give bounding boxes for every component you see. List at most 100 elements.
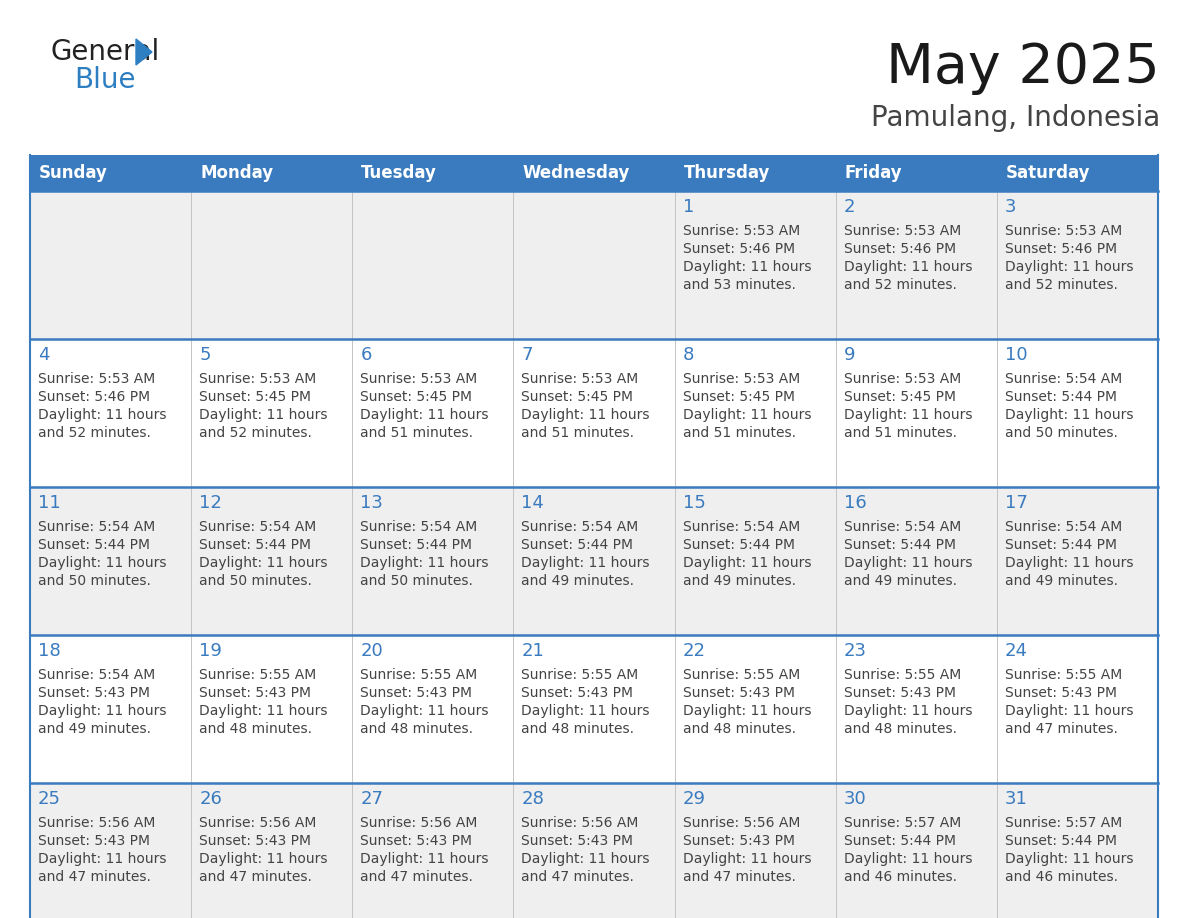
Text: Sunset: 5:43 PM: Sunset: 5:43 PM [360,686,473,700]
Text: Sunrise: 5:54 AM: Sunrise: 5:54 AM [522,520,639,534]
Text: Sunset: 5:44 PM: Sunset: 5:44 PM [38,538,150,552]
Text: Sunset: 5:43 PM: Sunset: 5:43 PM [38,834,150,848]
Text: Wednesday: Wednesday [523,164,630,182]
Text: 9: 9 [843,346,855,364]
Text: Sunrise: 5:57 AM: Sunrise: 5:57 AM [1005,816,1123,830]
Text: Sunset: 5:46 PM: Sunset: 5:46 PM [843,242,956,256]
Text: 4: 4 [38,346,50,364]
Text: Sunrise: 5:53 AM: Sunrise: 5:53 AM [843,372,961,386]
Text: Monday: Monday [200,164,273,182]
Text: Sunset: 5:45 PM: Sunset: 5:45 PM [522,390,633,404]
Text: Sunset: 5:44 PM: Sunset: 5:44 PM [360,538,473,552]
Text: Sunrise: 5:53 AM: Sunrise: 5:53 AM [200,372,316,386]
Text: Sunrise: 5:54 AM: Sunrise: 5:54 AM [1005,520,1123,534]
Text: and 50 minutes.: and 50 minutes. [38,574,151,588]
Text: Daylight: 11 hours: Daylight: 11 hours [1005,704,1133,718]
Text: Sunrise: 5:54 AM: Sunrise: 5:54 AM [683,520,800,534]
Text: Saturday: Saturday [1006,164,1091,182]
Text: Sunrise: 5:54 AM: Sunrise: 5:54 AM [38,668,156,682]
Text: 2: 2 [843,198,855,216]
Text: 26: 26 [200,790,222,808]
Text: 22: 22 [683,642,706,660]
Bar [513,155,675,191]
Text: 19: 19 [200,642,222,660]
Text: Sunset: 5:44 PM: Sunset: 5:44 PM [843,538,955,552]
Text: Sunset: 5:43 PM: Sunset: 5:43 PM [522,834,633,848]
Text: 13: 13 [360,494,384,512]
Text: and 51 minutes.: and 51 minutes. [522,426,634,440]
Text: Daylight: 11 hours: Daylight: 11 hours [360,408,488,422]
Text: 14: 14 [522,494,544,512]
Text: and 48 minutes.: and 48 minutes. [522,722,634,736]
Bar [675,155,835,191]
Text: Sunset: 5:44 PM: Sunset: 5:44 PM [683,538,795,552]
Text: 15: 15 [683,494,706,512]
Text: General: General [50,38,159,66]
Text: Sunrise: 5:54 AM: Sunrise: 5:54 AM [1005,372,1123,386]
Text: and 50 minutes.: and 50 minutes. [200,574,312,588]
Polygon shape [135,39,152,65]
Text: 30: 30 [843,790,866,808]
Text: Sunrise: 5:53 AM: Sunrise: 5:53 AM [38,372,156,386]
Text: 8: 8 [683,346,694,364]
Text: 29: 29 [683,790,706,808]
Text: Sunset: 5:44 PM: Sunset: 5:44 PM [200,538,311,552]
Text: and 47 minutes.: and 47 minutes. [522,870,634,884]
Text: 18: 18 [38,642,61,660]
Text: Thursday: Thursday [683,164,770,182]
Text: and 51 minutes.: and 51 minutes. [683,426,796,440]
Text: Daylight: 11 hours: Daylight: 11 hours [683,852,811,866]
Text: 1: 1 [683,198,694,216]
Text: Sunset: 5:44 PM: Sunset: 5:44 PM [1005,834,1117,848]
Text: Sunset: 5:43 PM: Sunset: 5:43 PM [683,686,795,700]
Text: Daylight: 11 hours: Daylight: 11 hours [683,408,811,422]
Text: Daylight: 11 hours: Daylight: 11 hours [1005,260,1133,274]
Text: and 50 minutes.: and 50 minutes. [360,574,473,588]
Text: Daylight: 11 hours: Daylight: 11 hours [522,556,650,570]
Text: and 47 minutes.: and 47 minutes. [200,870,312,884]
Text: Sunset: 5:43 PM: Sunset: 5:43 PM [360,834,473,848]
Text: Daylight: 11 hours: Daylight: 11 hours [38,556,166,570]
Text: 23: 23 [843,642,867,660]
Text: Sunset: 5:46 PM: Sunset: 5:46 PM [38,390,150,404]
Text: 10: 10 [1005,346,1028,364]
Text: Daylight: 11 hours: Daylight: 11 hours [200,852,328,866]
Text: Sunrise: 5:54 AM: Sunrise: 5:54 AM [360,520,478,534]
Text: Blue: Blue [74,66,135,94]
Text: Sunrise: 5:55 AM: Sunrise: 5:55 AM [200,668,316,682]
Text: Sunrise: 5:56 AM: Sunrise: 5:56 AM [360,816,478,830]
Text: Sunrise: 5:53 AM: Sunrise: 5:53 AM [522,372,639,386]
Text: Daylight: 11 hours: Daylight: 11 hours [522,704,650,718]
Text: and 48 minutes.: and 48 minutes. [683,722,796,736]
Text: Sunset: 5:44 PM: Sunset: 5:44 PM [1005,390,1117,404]
Text: and 52 minutes.: and 52 minutes. [200,426,312,440]
Text: Daylight: 11 hours: Daylight: 11 hours [843,556,972,570]
Text: Daylight: 11 hours: Daylight: 11 hours [200,408,328,422]
Bar [353,155,513,191]
Text: 17: 17 [1005,494,1028,512]
Text: Sunrise: 5:55 AM: Sunrise: 5:55 AM [360,668,478,682]
Text: Sunrise: 5:55 AM: Sunrise: 5:55 AM [522,668,639,682]
Text: Friday: Friday [845,164,903,182]
Text: and 49 minutes.: and 49 minutes. [843,574,956,588]
Text: and 46 minutes.: and 46 minutes. [1005,870,1118,884]
Text: Daylight: 11 hours: Daylight: 11 hours [843,408,972,422]
Text: Sunset: 5:46 PM: Sunset: 5:46 PM [1005,242,1117,256]
Text: Sunrise: 5:55 AM: Sunrise: 5:55 AM [1005,668,1123,682]
Text: Sunset: 5:44 PM: Sunset: 5:44 PM [843,834,955,848]
Text: and 49 minutes.: and 49 minutes. [683,574,796,588]
Text: Sunrise: 5:54 AM: Sunrise: 5:54 AM [38,520,156,534]
Text: 25: 25 [38,790,61,808]
Text: Sunset: 5:44 PM: Sunset: 5:44 PM [1005,538,1117,552]
Text: Daylight: 11 hours: Daylight: 11 hours [522,408,650,422]
Text: 3: 3 [1005,198,1017,216]
Text: Sunset: 5:43 PM: Sunset: 5:43 PM [683,834,795,848]
Text: Daylight: 11 hours: Daylight: 11 hours [683,704,811,718]
Text: and 47 minutes.: and 47 minutes. [38,870,151,884]
Text: Daylight: 11 hours: Daylight: 11 hours [1005,852,1133,866]
Text: and 52 minutes.: and 52 minutes. [843,278,956,292]
Text: Daylight: 11 hours: Daylight: 11 hours [200,556,328,570]
Text: and 49 minutes.: and 49 minutes. [1005,574,1118,588]
Bar [997,155,1158,191]
Text: Sunday: Sunday [39,164,108,182]
